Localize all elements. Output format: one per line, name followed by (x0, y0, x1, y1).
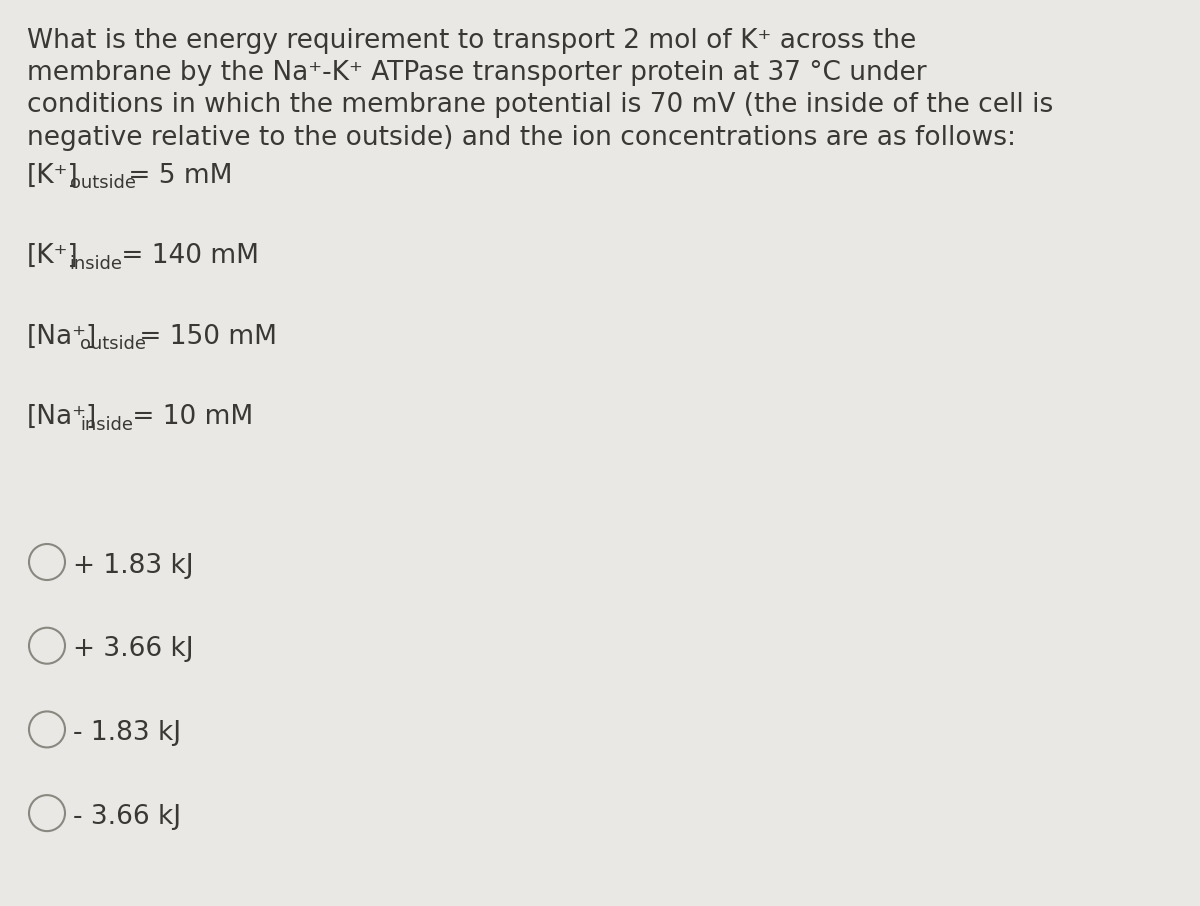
Text: + 3.66 kJ: + 3.66 kJ (73, 637, 193, 662)
Text: inside: inside (80, 416, 133, 434)
Text: [K⁺]: [K⁺] (28, 243, 79, 269)
Text: membrane by the Na⁺-K⁺ ATPase transporter protein at 37 °C under: membrane by the Na⁺-K⁺ ATPase transporte… (28, 60, 926, 86)
Text: = 140 mM: = 140 mM (113, 243, 259, 269)
Text: What is the energy requirement to transport 2 mol of K⁺ across the: What is the energy requirement to transp… (28, 28, 917, 54)
Text: conditions in which the membrane potential is 70 mV (the inside of the cell is: conditions in which the membrane potenti… (28, 92, 1054, 119)
Text: outside: outside (70, 174, 136, 192)
Text: - 1.83 kJ: - 1.83 kJ (73, 720, 181, 747)
Text: outside: outside (80, 335, 146, 353)
Text: = 5 mM: = 5 mM (120, 162, 233, 188)
Text: [K⁺]: [K⁺] (28, 162, 79, 188)
Text: + 1.83 kJ: + 1.83 kJ (73, 553, 193, 579)
Text: [Na⁺]: [Na⁺] (28, 323, 97, 350)
Text: = 10 mM: = 10 mM (124, 404, 253, 430)
Text: = 150 mM: = 150 mM (131, 323, 277, 350)
Text: inside: inside (70, 255, 122, 273)
Text: - 3.66 kJ: - 3.66 kJ (73, 804, 181, 830)
Text: [Na⁺]: [Na⁺] (28, 404, 97, 430)
Text: negative relative to the outside) and the ion concentrations are as follows:: negative relative to the outside) and th… (28, 125, 1016, 150)
